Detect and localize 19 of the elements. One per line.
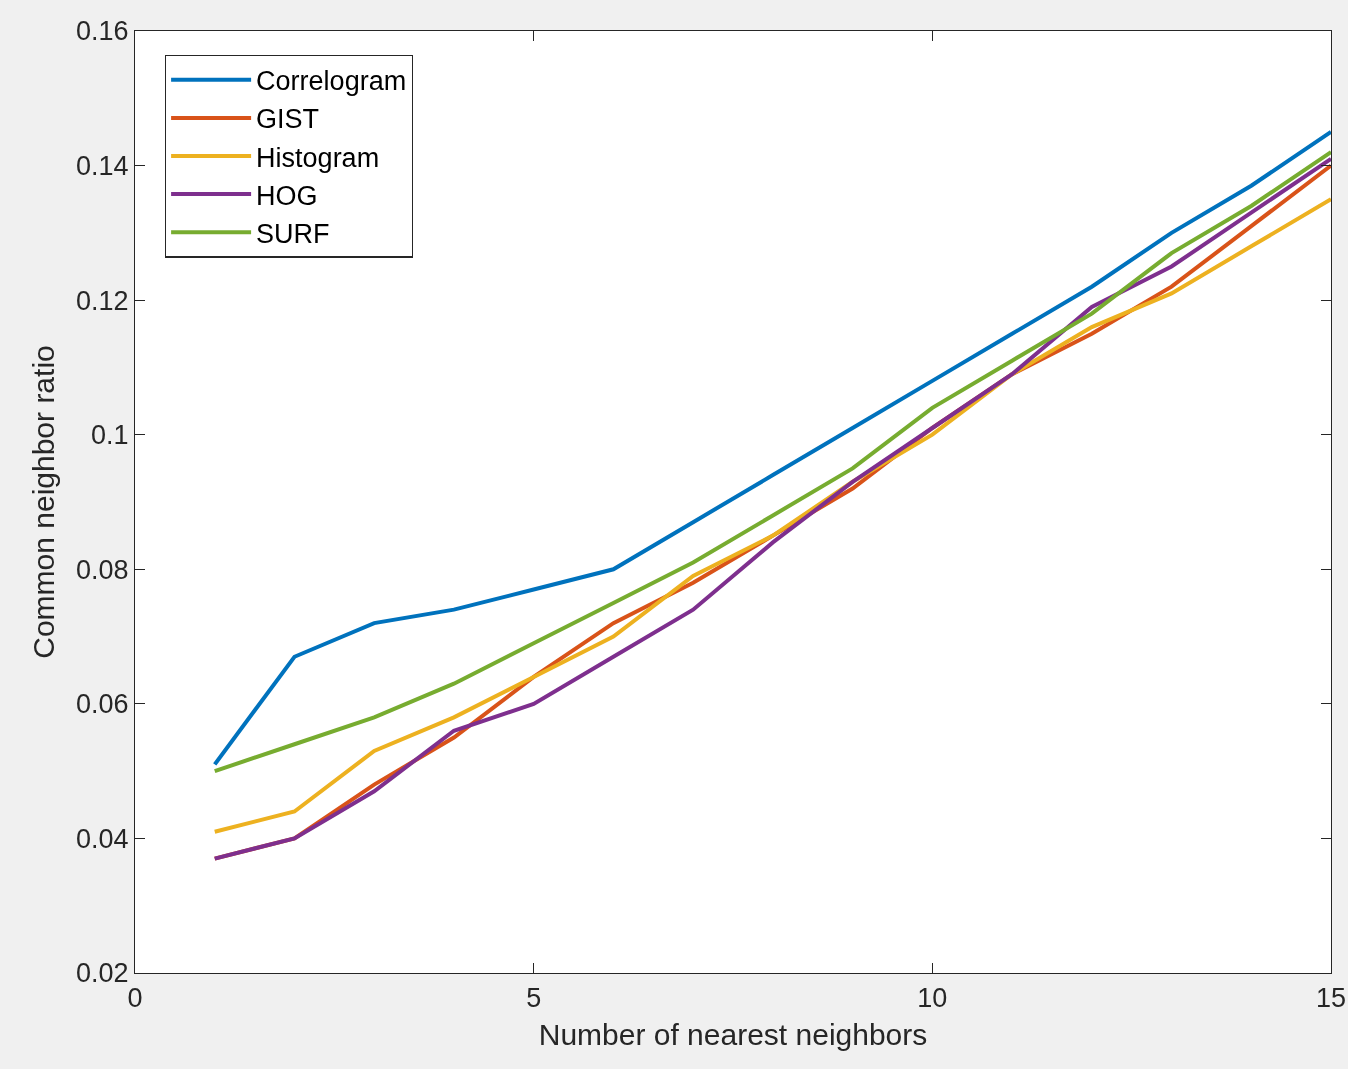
legend-label: HOG: [256, 180, 318, 211]
legend-label: Histogram: [256, 142, 380, 173]
y-tick-label: 0.16: [75, 16, 129, 47]
legend-label: GIST: [256, 104, 320, 135]
y-tick-label: 0.04: [75, 823, 129, 854]
y-tick-label: 0.14: [75, 151, 129, 182]
x-tick-label: 0: [127, 982, 143, 1013]
y-axis-title: Common neighbor ratio: [26, 345, 60, 659]
legend-label: SURF: [256, 218, 330, 249]
x-tick-label: 10: [917, 982, 948, 1013]
y-tick-label: 0.1: [90, 420, 129, 451]
y-tick-label: 0.12: [75, 285, 129, 316]
x-axis-title: Number of nearest neighbors: [538, 1018, 928, 1051]
x-tick-label: 5: [526, 982, 542, 1013]
y-tick-label: 0.08: [75, 554, 129, 585]
x-tick-label: 15: [1315, 982, 1347, 1013]
y-tick-label: 0.06: [75, 689, 129, 720]
legend-label: Correlogram: [256, 66, 407, 97]
y-tick-label: 0.02: [75, 958, 129, 989]
